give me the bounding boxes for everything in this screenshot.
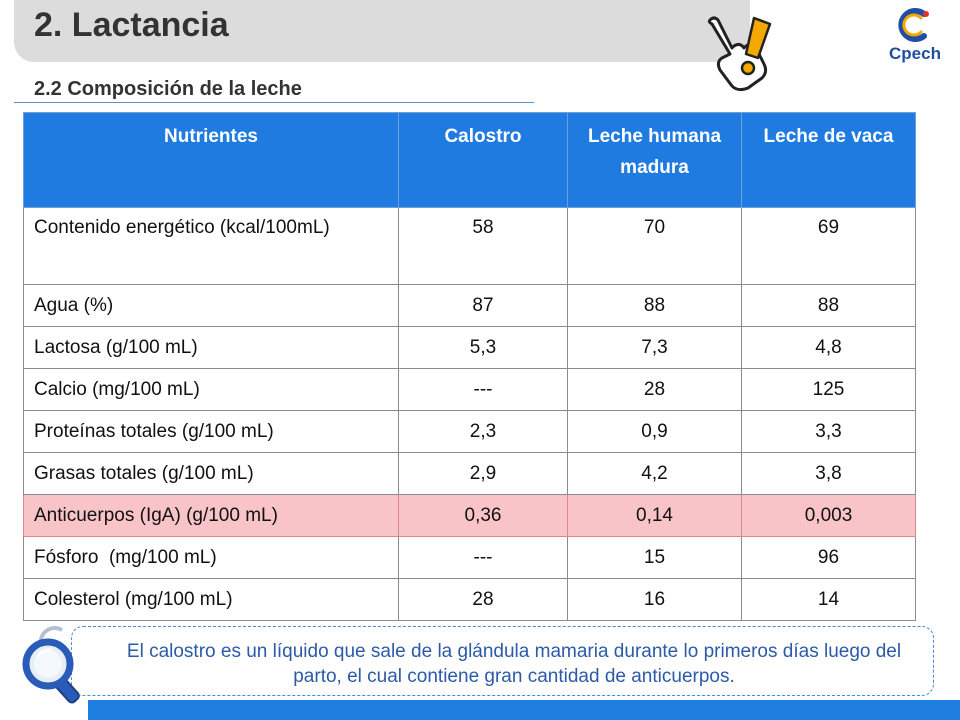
vaca-cell: 3,8 xyxy=(741,452,916,495)
nutrient-cell: Anticuerpos (IgA) (g/100 mL) xyxy=(23,494,399,537)
calostro-cell: 0,36 xyxy=(398,494,568,537)
milk-composition-table: Nutrientes Calostro Leche humana madura … xyxy=(23,112,916,621)
vaca-cell: 69 xyxy=(741,207,916,285)
col-header-leche-vaca: Leche de vaca xyxy=(741,112,916,208)
calostro-cell: 28 xyxy=(398,578,568,621)
humana-cell: 0,9 xyxy=(567,410,742,453)
nutrient-cell: Proteínas totales (g/100 mL) xyxy=(23,410,399,453)
calostro-cell: 87 xyxy=(398,284,568,327)
calostro-cell: --- xyxy=(398,536,568,579)
humana-cell: 7,3 xyxy=(567,326,742,369)
bottom-accent-bar xyxy=(88,700,960,720)
table-row: Grasas totales (g/100 mL) 2,9 4,2 3,8 xyxy=(23,452,916,495)
nutrient-cell: Fósforo (mg/100 mL) xyxy=(23,536,399,579)
calostro-cell: 5,3 xyxy=(398,326,568,369)
table-row-highlighted: Anticuerpos (IgA) (g/100 mL) 0,36 0,14 0… xyxy=(23,494,916,537)
nutrient-cell: Lactosa (g/100 mL) xyxy=(23,326,399,369)
nutrient-cell: Grasas totales (g/100 mL) xyxy=(23,452,399,495)
page-title: 2. Lactancia xyxy=(34,6,229,44)
title-banner xyxy=(14,0,750,62)
vaca-cell: 0,003 xyxy=(741,494,916,537)
nutrient-cell: Colesterol (mg/100 mL) xyxy=(23,578,399,621)
nutrient-cell: Calcio (mg/100 mL) xyxy=(23,368,399,411)
vaca-cell: 4,8 xyxy=(741,326,916,369)
humana-cell: 88 xyxy=(567,284,742,327)
table-row: Agua (%) 87 88 88 xyxy=(23,284,916,327)
humana-cell: 4,2 xyxy=(567,452,742,495)
exclamation-icon xyxy=(740,16,772,76)
info-note-box: El calostro es un líquido que sale de la… xyxy=(71,626,934,696)
cpech-logo: Cpech xyxy=(880,6,950,68)
table-row: Calcio (mg/100 mL) --- 28 125 xyxy=(23,368,916,411)
col-header-nutrientes: Nutrientes xyxy=(23,112,399,208)
milk-composition-table-wrap: Nutrientes Calostro Leche humana madura … xyxy=(23,112,916,621)
calostro-cell: 2,3 xyxy=(398,410,568,453)
col-header-calostro: Calostro xyxy=(398,112,568,208)
logo-text: Cpech xyxy=(889,44,941,63)
vaca-cell: 88 xyxy=(741,284,916,327)
section-subtitle: 2.2 Composición de la leche xyxy=(34,78,302,100)
nutrient-cell: Agua (%) xyxy=(23,284,399,327)
table-row: Contenido energético (kcal/100mL) 58 70 … xyxy=(23,207,916,285)
nutrient-cell: Contenido energético (kcal/100mL) xyxy=(23,207,399,285)
subtitle-underline xyxy=(14,102,534,103)
table-header-row: Nutrientes Calostro Leche humana madura … xyxy=(23,112,916,208)
calostro-cell: --- xyxy=(398,368,568,411)
cpech-logo-mark xyxy=(898,8,929,42)
pointing-hand-icon xyxy=(707,16,772,92)
calostro-cell: 58 xyxy=(398,207,568,285)
calostro-cell: 2,9 xyxy=(398,452,568,495)
table-row: Colesterol (mg/100 mL) 28 16 14 xyxy=(23,578,916,621)
humana-cell: 16 xyxy=(567,578,742,621)
table-row: Proteínas totales (g/100 mL) 2,3 0,9 3,3 xyxy=(23,410,916,453)
info-note-text: El calostro es un líquido que sale de la… xyxy=(126,641,902,687)
vaca-cell: 3,3 xyxy=(741,410,916,453)
vaca-cell: 96 xyxy=(741,536,916,579)
humana-cell: 15 xyxy=(567,536,742,579)
vaca-cell: 14 xyxy=(741,578,916,621)
humana-cell: 70 xyxy=(567,207,742,285)
col-header-leche-humana: Leche humana madura xyxy=(567,112,742,208)
magnifier-icon xyxy=(22,626,80,704)
table-row: Fósforo (mg/100 mL) --- 15 96 xyxy=(23,536,916,579)
humana-cell: 28 xyxy=(567,368,742,411)
table-row: Lactosa (g/100 mL) 5,3 7,3 4,8 xyxy=(23,326,916,369)
humana-cell: 0,14 xyxy=(567,494,742,537)
vaca-cell: 125 xyxy=(741,368,916,411)
